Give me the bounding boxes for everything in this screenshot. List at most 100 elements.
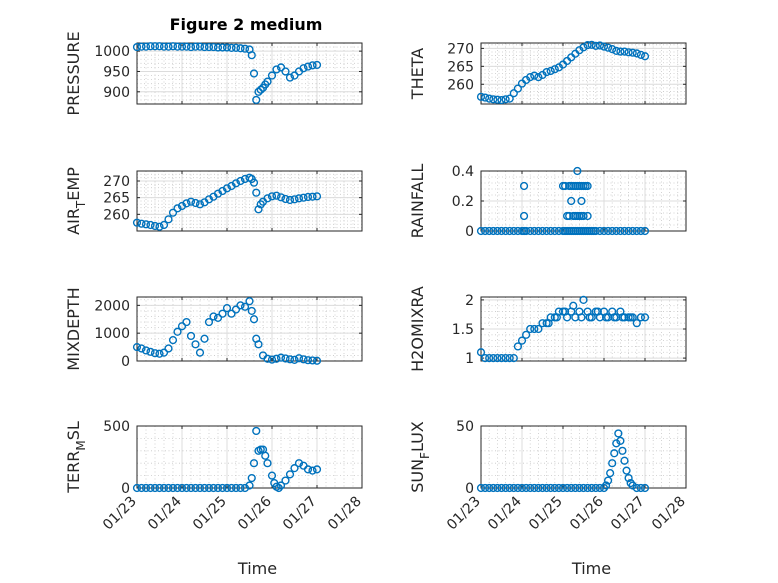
data-point	[501, 483, 510, 493]
data-point	[276, 193, 286, 202]
data-point	[618, 446, 627, 455]
data-point	[577, 313, 586, 322]
x-tick-label: 01/28	[649, 494, 689, 534]
y-tick-label: 50	[456, 419, 474, 435]
data-point	[550, 226, 559, 236]
data-series-terrmsl	[132, 426, 322, 493]
data-point	[312, 356, 322, 365]
y-tick-label: 1000	[94, 44, 130, 60]
data-point	[628, 48, 637, 57]
data-point	[213, 43, 223, 52]
data-point	[481, 226, 490, 236]
data-point	[493, 353, 502, 363]
y-tick-label: 0	[465, 481, 474, 497]
data-point	[218, 309, 227, 318]
data-point	[137, 483, 146, 493]
data-point	[159, 483, 169, 493]
data-point	[569, 301, 578, 310]
data-point	[628, 226, 637, 236]
data-point	[195, 348, 205, 357]
data-point	[505, 353, 514, 363]
data-point	[155, 42, 164, 51]
data-point	[562, 483, 572, 493]
data-point	[632, 226, 641, 236]
figure-title: Figure 2 medium	[170, 15, 323, 34]
data-point	[231, 43, 241, 52]
data-point	[191, 42, 200, 51]
y-tick-label: 1000	[94, 326, 130, 342]
y-axis-label: THETA	[408, 48, 427, 100]
data-point	[481, 353, 490, 363]
data-point	[191, 483, 200, 493]
data-point	[485, 353, 494, 363]
data-point	[534, 226, 543, 236]
data-point	[587, 40, 596, 49]
data-point	[610, 449, 619, 458]
data-point	[618, 313, 627, 322]
data-point	[168, 208, 178, 217]
data-point	[177, 322, 187, 331]
data-point	[290, 355, 299, 364]
data-point	[585, 313, 594, 322]
data-point	[624, 226, 633, 236]
data-point	[204, 42, 214, 52]
data-point	[261, 451, 270, 460]
data-point	[519, 211, 529, 221]
data-point	[308, 61, 317, 70]
data-point	[256, 85, 265, 94]
data-point	[164, 344, 173, 353]
y-tick-label: 0	[121, 354, 130, 370]
data-point	[254, 205, 263, 214]
data-point	[240, 302, 250, 311]
data-point	[534, 324, 543, 334]
data-point	[636, 313, 646, 322]
data-point	[249, 178, 259, 187]
data-point	[489, 483, 498, 493]
data-point	[272, 354, 281, 363]
data-point	[538, 483, 547, 493]
data-point	[150, 221, 160, 231]
data-point	[164, 215, 173, 224]
y-axis-label: MIXDEPTH	[64, 287, 83, 370]
y-tick-label: 1.5	[452, 322, 474, 338]
data-point	[254, 87, 263, 96]
data-point	[249, 459, 259, 468]
data-point	[209, 312, 218, 321]
data-point	[571, 483, 580, 493]
axes-terr-msl: 0 500 01/23 01/24 01/25 01/26 01/27 01/28 Time TE…	[64, 419, 365, 578]
data-point	[476, 483, 486, 493]
data-point	[620, 226, 629, 236]
data-point	[610, 313, 619, 322]
data-point	[200, 483, 209, 493]
data-point	[505, 483, 514, 493]
data-point	[501, 353, 510, 363]
data-point	[222, 304, 232, 313]
data-point	[182, 42, 191, 51]
data-point	[591, 226, 600, 236]
data-point	[236, 483, 245, 493]
y-tick-label: 270	[103, 174, 130, 190]
y-label-main: AIR	[64, 208, 83, 235]
data-point	[550, 483, 559, 493]
data-point	[599, 226, 609, 236]
y-label-main: SUN	[408, 459, 427, 493]
data-point	[579, 295, 588, 305]
data-point	[141, 42, 151, 51]
data-point	[177, 42, 187, 51]
data-point	[640, 483, 650, 493]
axes-frame	[480, 42, 687, 105]
y-tick-label: 1	[465, 351, 474, 367]
data-point	[534, 483, 543, 493]
data-point	[276, 481, 286, 490]
data-point	[603, 476, 613, 485]
data-point	[546, 483, 555, 493]
data-point	[501, 226, 510, 236]
y-tick-label: 0	[465, 224, 474, 240]
data-point	[299, 355, 308, 364]
data-point	[263, 459, 272, 468]
x-tick-label: 01/27	[608, 494, 648, 534]
data-point	[558, 483, 568, 493]
data-point	[606, 469, 615, 478]
data-point	[218, 483, 227, 493]
data-point	[608, 44, 617, 54]
